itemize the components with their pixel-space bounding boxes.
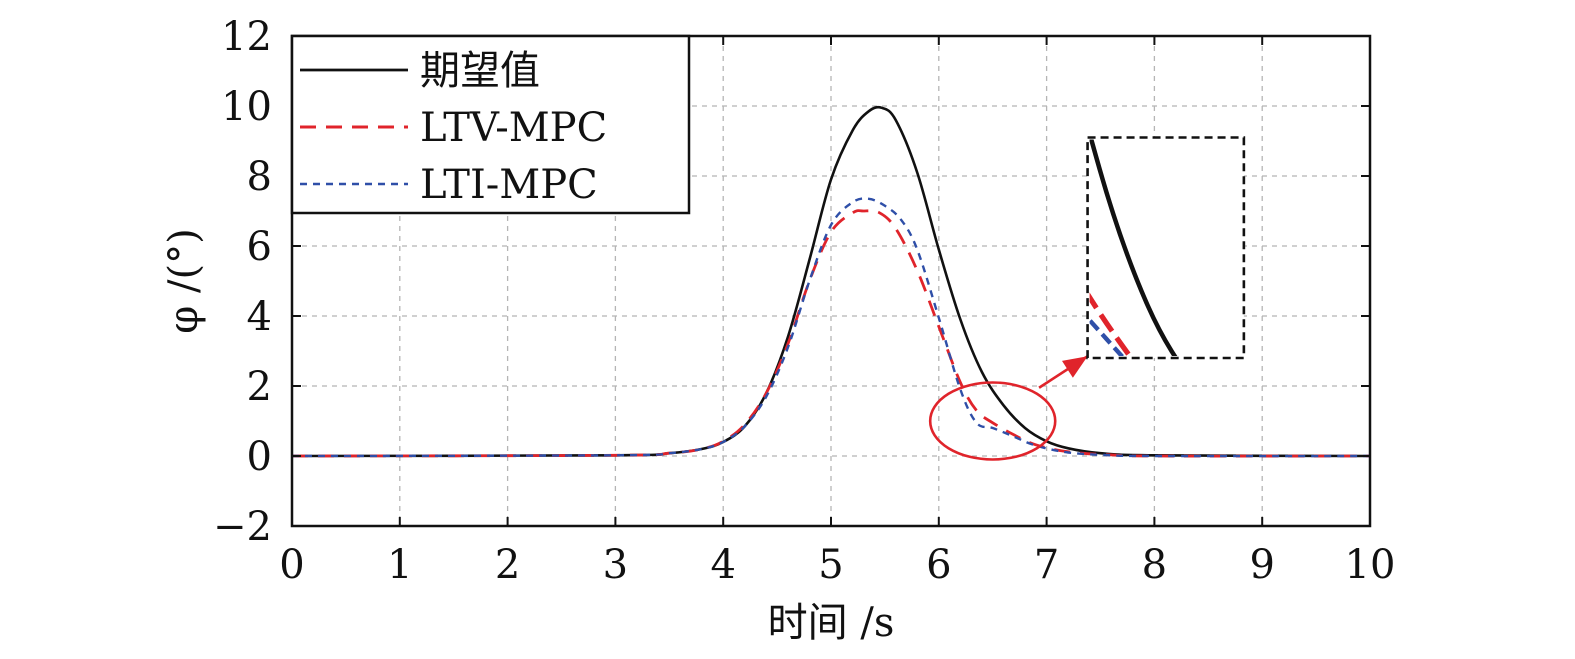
zoom-inset [1086,136,1246,360]
arrow-head [1061,356,1088,378]
series-group [291,105,1371,458]
zoom-inset-series-1 [1089,139,1178,356]
y-tick-label: 2 [247,364,272,410]
x-tick-label: 2 [495,542,520,588]
x-tick-label: 8 [1142,542,1167,588]
x-tick-label: 5 [818,542,843,588]
zoom-inset-series-3 [1089,316,1125,356]
x-tick-label: 6 [926,542,951,588]
annotations [928,355,1089,461]
y-tick-label: 8 [247,154,272,200]
highlight-ellipse [928,381,1057,461]
series-line-1 [291,105,1371,458]
y-tick-label: 0 [247,434,272,480]
y-tick-label: 12 [221,14,272,60]
x-tick-label: 4 [710,542,735,588]
x-tick-label: 3 [603,542,628,588]
zoom-inset-series-2 [1089,292,1133,356]
y-tick-label: 6 [247,224,272,270]
x-tick-label: 7 [1034,542,1059,588]
series-line-3 [291,197,1371,458]
x-tick-label: 9 [1249,542,1274,588]
legend-label-2: LTV-MPC [420,105,607,151]
x-tick-label: 10 [1345,542,1396,588]
zoom-inset-frame [1086,136,1246,360]
y-axis-label: φ /(°) [161,228,207,333]
legend: 期望值 LTV-MPC LTI-MPC [290,34,691,215]
legend-label-1: 期望值 [420,48,540,94]
legend-label-3: LTI-MPC [420,162,598,208]
x-tick-label: 0 [279,542,304,588]
x-tick-label: 1 [387,542,412,588]
y-tick-label: 4 [247,294,272,340]
y-tick-label: 10 [221,84,272,130]
zoom-inset-content [1089,139,1178,356]
x-axis-label: 时间 /s [768,600,895,646]
y-tick-label: −2 [213,504,272,550]
